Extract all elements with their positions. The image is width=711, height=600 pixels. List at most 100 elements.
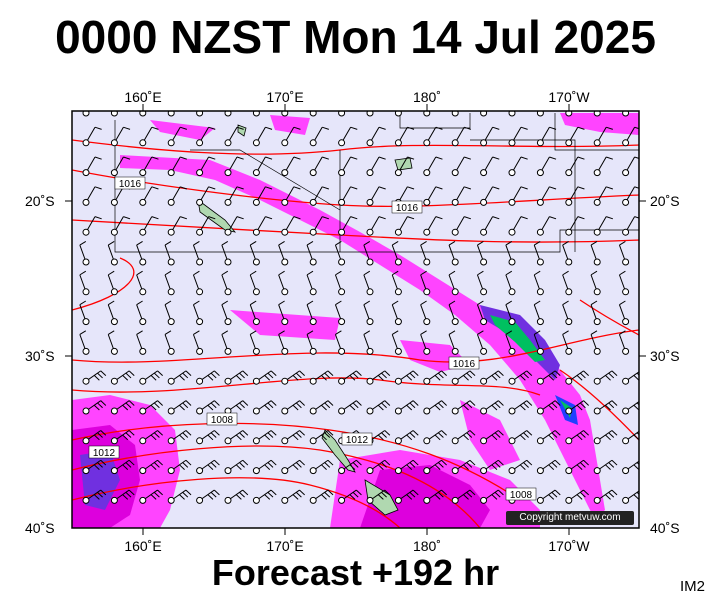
wind-station-circle	[82, 198, 90, 206]
wind-station-circle	[224, 111, 232, 117]
wind-barb-feather	[295, 432, 302, 438]
wind-station-circle	[167, 169, 175, 177]
wind-barb-feather	[608, 372, 615, 379]
wind-station-circle	[565, 139, 573, 147]
wind-barb-feather	[434, 434, 441, 441]
wind-barb-feather	[327, 430, 334, 436]
wind-barb-feather	[492, 186, 500, 190]
wind-station-circle	[622, 228, 630, 236]
wind-barb-feather	[193, 300, 200, 306]
wind-barb-feather	[327, 459, 334, 466]
wind-barb-feather	[214, 430, 220, 436]
wind-barb-feather	[492, 216, 500, 220]
wind-barb-feather	[634, 156, 639, 159]
wind-station-circle	[252, 258, 260, 266]
wind-barb-feather	[322, 126, 330, 130]
wind-barb-feather	[523, 372, 529, 379]
wind-station-circle	[366, 198, 374, 206]
wind-barb-feather	[267, 402, 274, 409]
wind-barb-feather	[493, 97, 500, 99]
wind-station-circle	[366, 407, 374, 415]
wind-station-circle	[536, 496, 544, 504]
wind-barb-feather	[636, 432, 639, 436]
wind-barb-feather	[239, 432, 245, 438]
wind-barb-feather	[242, 430, 249, 436]
wind-barb-feather	[221, 330, 229, 335]
wind-barb-feather	[533, 240, 541, 246]
copyright-badge: Copyright metvuw.com	[506, 511, 634, 525]
wind-station-circle	[508, 407, 516, 415]
wind-barb-feather	[578, 97, 585, 99]
wind-barb-feather	[519, 404, 526, 411]
wind-station-circle	[309, 467, 317, 475]
wind-barb-feather	[208, 156, 216, 160]
wind-barb-feather	[324, 491, 331, 498]
wind-barb-feather	[349, 464, 356, 470]
wind-barb-feather	[435, 216, 443, 220]
wind-barb-feather	[299, 400, 305, 406]
isobar-line	[72, 329, 639, 363]
wind-station-circle	[139, 496, 147, 504]
wind-barb-feather	[420, 330, 427, 335]
wind-station-circle	[110, 198, 118, 206]
wind-station-circle	[338, 318, 346, 326]
wind-station-circle	[252, 496, 260, 504]
wind-barb-feather	[292, 464, 299, 470]
wind-station-circle	[309, 347, 317, 355]
wind-barb-feather	[406, 464, 413, 470]
wind-barb-feather	[207, 404, 214, 411]
isobar-label-box	[505, 487, 537, 501]
wind-barb-feather	[128, 400, 135, 406]
wind-barb-feather	[384, 400, 391, 406]
wind-barb-feather	[150, 464, 157, 470]
wind-barb-feather	[153, 491, 160, 498]
wind-barb-feather	[214, 489, 220, 496]
boundary-line	[554, 113, 639, 151]
wind-station-circle	[565, 377, 573, 385]
map-frame	[71, 110, 640, 529]
wind-station-circle	[252, 139, 260, 147]
wind-barb-feather	[157, 459, 163, 466]
wind-barb-feather	[434, 464, 441, 470]
wind-barb-feather	[193, 270, 200, 276]
wind-station-circle	[366, 377, 374, 385]
wind-barb-feather	[210, 372, 217, 379]
wind-barb-feather	[619, 330, 626, 335]
wind-barb-feather	[466, 402, 473, 409]
wind-barb-feather	[477, 240, 484, 246]
wind-station-circle	[451, 198, 459, 206]
wind-station-circle	[224, 139, 232, 147]
wind-station-circle	[281, 318, 289, 326]
wind-station-circle	[82, 496, 90, 504]
wind-barb-feather	[606, 156, 614, 160]
wind-station-circle	[281, 198, 289, 206]
isobar-label: 1012	[346, 435, 369, 446]
wind-station-circle	[366, 347, 374, 355]
wind-barb-feather	[498, 430, 504, 436]
wind-station-circle	[139, 377, 147, 385]
wind-barb-feather	[407, 97, 414, 99]
wind-barb-feather	[469, 489, 476, 496]
wind-station-circle	[366, 169, 374, 177]
wind-barb-feather	[519, 434, 526, 441]
wind-barb-feather	[150, 494, 157, 500]
wind-barb-feather	[608, 491, 615, 498]
wind-barb-feather	[136, 270, 143, 276]
wind-barb-feather	[153, 462, 160, 468]
wind-station-circle	[593, 228, 601, 236]
wind-barb-feather	[409, 462, 416, 468]
wind-barb-feather	[125, 462, 132, 468]
wind-barb-feather	[125, 372, 132, 379]
wind-station-circle	[281, 437, 289, 445]
boundary-line	[114, 120, 639, 253]
wind-barb-feather	[270, 430, 277, 436]
wind-station-circle	[394, 347, 402, 355]
wind-barb-feather	[293, 126, 301, 130]
wind-barb-feather	[590, 300, 598, 306]
wind-barb-feather	[214, 459, 220, 466]
wind-barb-feather	[633, 375, 639, 381]
wind-barb-feather	[466, 462, 473, 468]
wind-barb-feather	[208, 216, 216, 220]
wind-station-circle	[309, 139, 317, 147]
wind-station-circle	[536, 377, 544, 385]
